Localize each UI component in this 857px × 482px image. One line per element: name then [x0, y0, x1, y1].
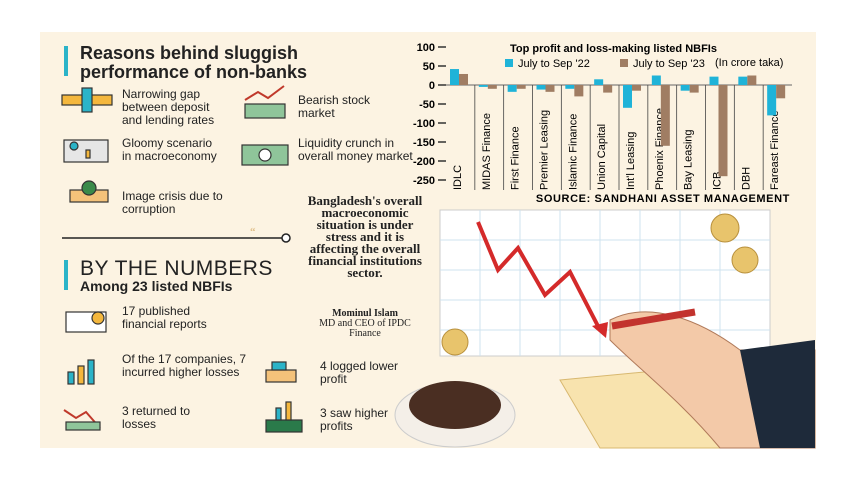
- bar: [487, 85, 497, 89]
- reason: Gloomy scenario in macroeconomy: [122, 136, 217, 163]
- legend-label: July to Sep '23: [633, 58, 705, 70]
- x-tick-label: Premier Leasing: [539, 110, 551, 190]
- number-item: Of the 17 companies, 7 incurred higher l…: [122, 352, 247, 379]
- divider-end: [281, 233, 291, 243]
- quote-mark: “: [250, 226, 256, 238]
- bar: [450, 69, 459, 85]
- y-tick-label: 100: [417, 42, 435, 54]
- headline: Reasons behind sluggish performance of n…: [80, 43, 308, 82]
- legend-swatch: [505, 59, 513, 67]
- number-item: 4 logged lower profit: [320, 359, 399, 386]
- chart-title: Top profit and loss-making listed NBFIs: [510, 43, 717, 55]
- y-tick-label: -250: [413, 175, 435, 187]
- x-tick-label: Int'l Leasing: [625, 132, 637, 190]
- bar: [738, 76, 748, 85]
- bar: [623, 85, 632, 108]
- x-tick-label: MIDAS Finance: [481, 113, 493, 190]
- y-tick-label: 50: [423, 61, 435, 73]
- bar: [459, 73, 468, 85]
- numbers-subtitle: Among 23 listed NBFIs: [80, 278, 233, 294]
- y-tick-label: -50: [419, 99, 435, 111]
- y-tick-label: 0: [429, 80, 435, 92]
- quote-text: Bangladesh's overall macroeconomic situa…: [307, 193, 423, 280]
- x-tick-label: DBH: [740, 167, 752, 190]
- number-item: 3 returned to losses: [122, 404, 191, 431]
- x-tick-label: Islamic Finance: [567, 114, 579, 190]
- legend-swatch: [620, 59, 628, 67]
- reason: Bearish stock market: [298, 93, 371, 120]
- bar: [603, 85, 613, 93]
- number-item: 3 saw higher profits: [320, 406, 389, 433]
- x-tick-label: Union Capital: [596, 124, 608, 190]
- legend-label: July to Sep '22: [518, 58, 590, 70]
- x-tick-label: IDLC: [452, 165, 464, 190]
- bar: [651, 75, 661, 85]
- x-tick-label: Bay Leasing: [683, 129, 695, 190]
- illustration: [394, 209, 816, 449]
- accent-bar: [64, 46, 68, 76]
- bar: [594, 79, 604, 85]
- x-tick-label: First Finance: [510, 126, 522, 190]
- reason: Liquidity crunch in overall money market: [298, 136, 413, 163]
- bar: [767, 85, 777, 116]
- bar: [709, 76, 719, 85]
- bar: [574, 85, 584, 97]
- icons: [61, 85, 303, 433]
- bar: [632, 85, 641, 91]
- bar: [516, 85, 526, 89]
- reason: Narrowing gap between deposit and lendin…: [122, 87, 215, 127]
- quote-role: MD and CEO of IPDC Finance: [319, 318, 411, 339]
- y-tick-label: -100: [413, 118, 435, 130]
- source: SOURCE: SANDHANI ASSET MANAGEMENT: [536, 193, 790, 205]
- number-item: 17 published financial reports: [122, 304, 207, 331]
- x-tick-label: ICB: [712, 172, 724, 190]
- accent-bar: [64, 260, 68, 290]
- bar: [689, 85, 699, 93]
- bar: [545, 85, 555, 92]
- bar: [536, 85, 546, 90]
- bar: [660, 85, 670, 146]
- reason: Image crisis due to corruption: [122, 189, 223, 216]
- quote-author: Mominul Islam: [332, 308, 398, 319]
- bar: [680, 85, 690, 91]
- bar: [565, 85, 575, 89]
- bar: [747, 75, 757, 85]
- bar: [776, 85, 786, 99]
- bar: [718, 85, 728, 177]
- bar: [507, 85, 517, 92]
- unit-note: (In crore taka): [715, 57, 783, 69]
- bar: [478, 85, 488, 87]
- y-tick-label: -200: [413, 156, 435, 168]
- y-tick-label: -150: [413, 137, 435, 149]
- x-tick-label: Fareast Finance: [769, 111, 781, 190]
- numbers-title: BY THE NUMBERS: [80, 257, 273, 280]
